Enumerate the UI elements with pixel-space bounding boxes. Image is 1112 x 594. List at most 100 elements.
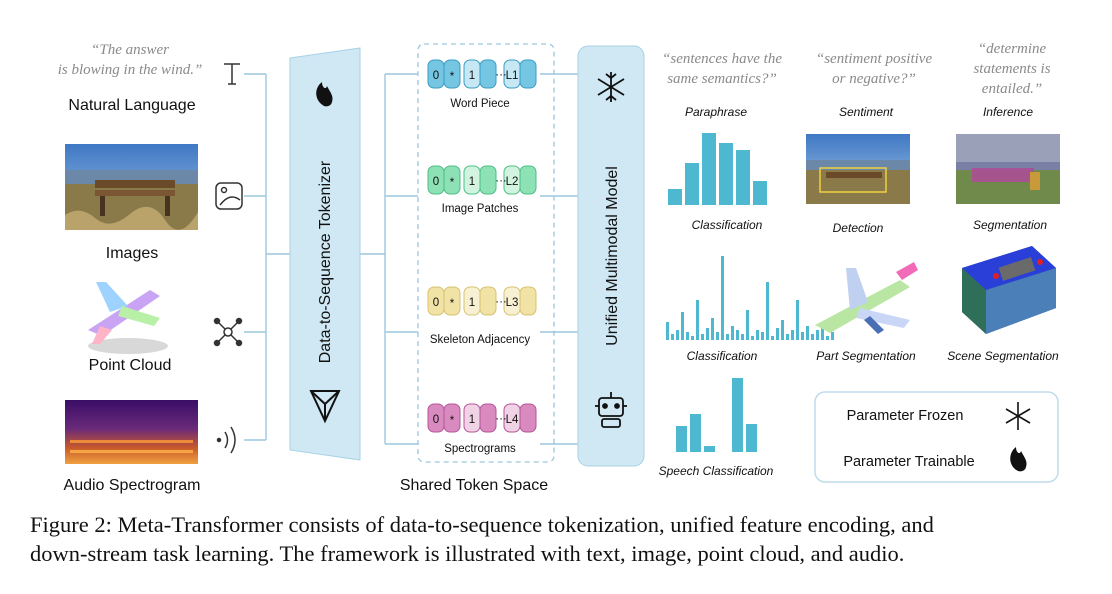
task-part-segmentation: Part Segmentation <box>816 349 916 363</box>
token-label: 0 <box>433 70 439 82</box>
task-inference: Inference <box>983 105 1033 119</box>
part-segmentation-airplane <box>815 262 918 334</box>
bar-glyph <box>806 326 809 340</box>
bar-glyph <box>746 310 749 340</box>
token <box>519 403 537 433</box>
bar-glyph <box>711 318 714 340</box>
token <box>443 165 461 195</box>
segmentation-image <box>956 134 1060 204</box>
bar-glyph <box>668 189 682 205</box>
token-label: * <box>450 415 455 427</box>
token-dots: ··· <box>495 175 507 187</box>
text-quote-line1: “The answer <box>91 42 169 58</box>
task-paraphrase: Paraphrase <box>685 105 747 119</box>
flame-icon <box>316 82 333 107</box>
prism-icon <box>309 390 341 424</box>
model-connectors <box>540 73 578 445</box>
bar-glyph <box>719 143 733 205</box>
model-label: Unified Multimodal Model <box>604 166 621 346</box>
figure-caption: Figure 2: Meta-Transformer consists of d… <box>30 510 1090 568</box>
bar-glyph <box>821 324 824 340</box>
tokenizer-label: Data-to-Sequence Tokenizer <box>317 160 334 363</box>
bar-glyph <box>716 332 719 340</box>
text-quote-line2: is blowing in the wind.” <box>58 62 203 78</box>
question-3-line2: statements is <box>973 61 1050 77</box>
token-group-image-patches: 0 * 1 ··· L2 Image Patches <box>427 165 537 215</box>
model-panel <box>577 45 645 467</box>
task-scene-segmentation: Scene Segmentation <box>947 349 1059 363</box>
bar-glyph <box>761 332 764 340</box>
tokenizer-panel <box>289 47 361 461</box>
question-1-line2: same semantics?” <box>667 71 777 87</box>
token-label: L4 <box>506 414 519 426</box>
token-dots: ··· <box>495 296 507 308</box>
bar-glyph <box>811 334 814 340</box>
token-label: * <box>450 177 455 189</box>
task-sentiment: Sentiment <box>839 105 894 119</box>
token <box>479 286 497 316</box>
bar-glyph <box>676 426 687 452</box>
paraphrase-bar-chart <box>668 133 767 205</box>
token-group-label: Skeleton Adjacency <box>430 334 531 346</box>
snowflake-icon <box>597 72 625 102</box>
bar-glyph <box>796 300 799 340</box>
token-group-label: Image Patches <box>442 203 519 215</box>
token-label: L3 <box>506 297 519 309</box>
natural-language-label: Natural Language <box>68 97 195 114</box>
token-group-skeleton: 0 * 1 ··· L3 Skeleton Adjacency <box>427 286 537 346</box>
token-label: 0 <box>433 414 439 426</box>
legend-snowflake-icon <box>1005 402 1031 430</box>
bar-glyph <box>732 378 743 452</box>
robot-icon <box>595 392 627 428</box>
token-label: L1 <box>506 70 519 82</box>
question-1-line1: “sentences have the <box>662 51 782 67</box>
token <box>519 286 537 316</box>
bar-glyph <box>731 326 734 340</box>
classification-bar-chart <box>666 256 834 340</box>
bar-glyph <box>786 334 789 340</box>
token-space-box <box>417 43 555 463</box>
scene-segmentation-room <box>962 246 1056 334</box>
token-connectors <box>360 73 418 445</box>
bar-glyph <box>671 334 674 340</box>
token-space-title: Shared Token Space <box>400 477 548 494</box>
meta-transformer-diagram: “The answer is blowing in the wind.” Nat… <box>58 41 1060 494</box>
bar-glyph <box>690 414 701 452</box>
bar-glyph <box>746 424 757 452</box>
token-label: 0 <box>433 297 439 309</box>
legend-frozen-label: Parameter Frozen <box>847 408 964 424</box>
bar-glyph <box>756 330 759 340</box>
bar-glyph <box>791 330 794 340</box>
task-classification-2: Classification <box>687 349 758 363</box>
bench-image <box>65 144 198 230</box>
bar-glyph <box>741 334 744 340</box>
graph-icon <box>213 317 243 347</box>
bar-glyph <box>801 332 804 340</box>
point-cloud-airplane <box>88 282 168 354</box>
token <box>479 165 497 195</box>
token-dots: ··· <box>495 413 507 425</box>
token-label: 0 <box>433 176 439 188</box>
bar-glyph <box>706 328 709 340</box>
token-group-spectrograms: 0 * 1 ··· L4 Spectrograms <box>427 403 537 455</box>
caption-line-2: down-stream task learning. The framework… <box>30 541 905 566</box>
task-detection: Detection <box>833 221 884 235</box>
bar-glyph <box>751 336 754 340</box>
token-label: 1 <box>469 414 475 426</box>
token <box>443 59 461 89</box>
bar-glyph <box>696 300 699 340</box>
bar-glyph <box>831 332 834 340</box>
text-icon <box>224 63 240 85</box>
bar-glyph <box>676 330 679 340</box>
question-3-line3: entailed.” <box>982 81 1042 97</box>
images-label: Images <box>106 245 158 262</box>
token <box>479 59 497 89</box>
legend-flame-icon <box>1010 447 1027 472</box>
bar-glyph <box>681 312 684 340</box>
bar-glyph <box>691 336 694 340</box>
detection-image <box>806 134 910 204</box>
speech-bar-chart <box>676 378 757 452</box>
bar-glyph <box>826 336 829 340</box>
token-dots: ··· <box>495 69 507 81</box>
bar-glyph <box>736 330 739 340</box>
